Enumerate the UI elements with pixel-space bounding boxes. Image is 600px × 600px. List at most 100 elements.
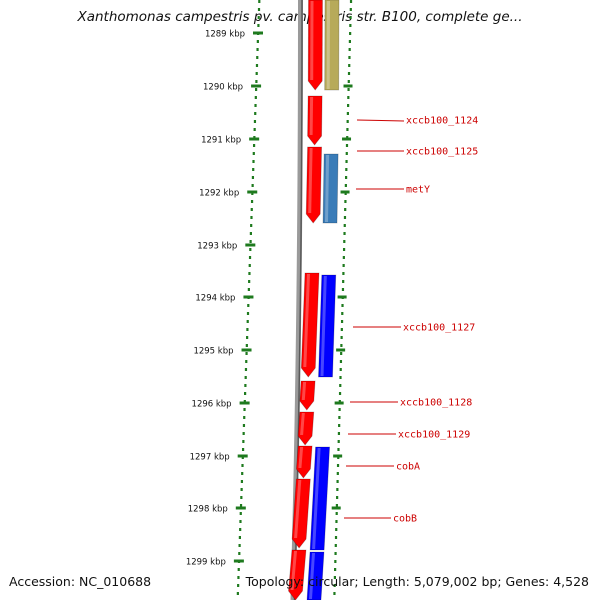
gene-feature[interactable] <box>307 0 323 91</box>
gene-label-layer[interactable]: xccb100_1124 xccb100_1125 metY xccb100_1127… <box>344 116 478 525</box>
gene-feature[interactable] <box>306 551 325 600</box>
left-guide-dot <box>251 184 254 187</box>
left-guide-dot <box>249 248 252 251</box>
feature-tick <box>340 190 350 194</box>
left-guide-dot <box>246 336 249 339</box>
right-guide-dot <box>336 464 340 467</box>
gene-feature[interactable] <box>291 478 311 549</box>
left-guide-dot <box>251 176 255 179</box>
right-guide-dot <box>349 0 353 3</box>
gene-feature[interactable] <box>288 549 307 600</box>
gene-feature[interactable] <box>318 274 337 378</box>
left-guide-dot <box>249 240 252 243</box>
left-guide-dot <box>246 328 249 331</box>
feature-tick <box>333 454 343 458</box>
gene-feature-highlight <box>308 148 313 213</box>
right-guide-dot <box>348 40 352 43</box>
right-guide-dot <box>341 312 344 315</box>
right-guide-dot <box>349 32 352 35</box>
right-guide-dot <box>343 224 346 227</box>
left-guide-dot <box>241 464 244 467</box>
gene-label[interactable]: xccb100_1128 <box>400 398 472 409</box>
gene-feature-highlight <box>290 551 297 590</box>
gene-feature[interactable] <box>307 95 323 146</box>
right-guide-dot <box>335 504 339 507</box>
left-guide-dot <box>247 296 250 299</box>
feature-layer[interactable] <box>288 0 340 600</box>
left-guide-dot <box>250 200 254 203</box>
right-guide-dot <box>334 568 337 571</box>
left-guide-dot <box>252 152 255 155</box>
gene-feature[interactable] <box>300 272 320 378</box>
left-guide-dot <box>257 16 260 19</box>
left-guide-dot <box>255 80 258 83</box>
left-guide-dot <box>238 536 241 539</box>
left-guide-dot <box>243 400 246 403</box>
gene-feature-highlight <box>320 276 327 376</box>
left-guide-dot <box>254 96 257 99</box>
right-guide-dot <box>347 80 350 83</box>
left-guide-dot <box>252 160 255 163</box>
gene-label[interactable]: xccb100_1129 <box>398 430 470 441</box>
left-guide-dot <box>237 560 241 563</box>
right-guide-dot <box>335 520 338 523</box>
right-guide-dot <box>344 176 348 179</box>
scale-tick-label: 1295 kbp <box>193 347 233 357</box>
left-guide-dot <box>250 208 253 211</box>
left-guide-dot <box>248 256 252 259</box>
left-guide-dot <box>241 448 245 451</box>
left-guide-dot <box>246 320 249 323</box>
gene-feature[interactable] <box>299 380 316 411</box>
left-guide-dot <box>241 472 244 475</box>
left-guide-dot <box>242 440 245 443</box>
dotted-guide-layer <box>236 0 353 595</box>
right-guide-dot <box>337 440 340 443</box>
gene-feature[interactable] <box>305 146 323 224</box>
steelblue-feature[interactable] <box>322 153 339 224</box>
right-guide-dot <box>347 88 350 91</box>
right-guide-dot <box>343 240 346 243</box>
right-guide-dot <box>340 320 344 323</box>
gene-feature[interactable] <box>297 411 315 446</box>
left-guide-dot <box>248 264 251 267</box>
scale-tick <box>251 84 262 88</box>
gene-label[interactable]: cobB <box>393 514 417 525</box>
genome-summary-text: Topology: circular; Length: 5,079,002 bp… <box>245 574 589 589</box>
right-guide-dot <box>338 424 341 427</box>
scale-tick-label: 1289 kbp <box>205 30 245 40</box>
right-guide-dot <box>334 560 337 563</box>
gene-label[interactable]: metY <box>406 185 430 196</box>
gene-feature[interactable] <box>295 445 313 479</box>
left-guide-dot <box>253 120 257 123</box>
left-guide-dot <box>239 504 243 507</box>
left-guide-dot <box>255 72 258 75</box>
left-guide-dot <box>249 232 252 235</box>
tan-feature[interactable] <box>324 0 340 91</box>
gene-feature-highlight <box>309 97 314 135</box>
left-guide-dot <box>239 520 242 523</box>
gene-feature-highlight <box>309 553 315 599</box>
scale-tick-label: 1297 kbp <box>190 453 230 463</box>
left-guide-dot <box>242 424 246 427</box>
left-guide-dot <box>244 392 247 395</box>
gene-feature[interactable] <box>309 446 331 551</box>
gene-label[interactable]: cobA <box>396 462 420 473</box>
right-guide-dot <box>340 328 343 331</box>
right-guide-dot <box>339 384 342 387</box>
gene-label[interactable]: xccb100_1127 <box>403 323 475 334</box>
gene-label[interactable]: xccb100_1124 <box>406 116 478 127</box>
scale-tick-label: 1294 kbp <box>195 294 235 304</box>
gene-feature-highlight <box>310 1 314 80</box>
gene-label[interactable]: xccb100_1125 <box>406 147 478 158</box>
right-guide-dot <box>344 200 347 203</box>
left-guide-dot <box>254 104 257 107</box>
right-guide-dot <box>342 264 345 267</box>
left-guide-dot <box>237 584 240 587</box>
gene-feature-highlight <box>312 448 321 549</box>
scale-tick <box>241 348 252 352</box>
right-guide-dot <box>346 112 349 115</box>
right-guide-dot <box>342 280 345 283</box>
right-guide-dot <box>348 48 351 51</box>
left-guide-dot <box>257 24 260 27</box>
